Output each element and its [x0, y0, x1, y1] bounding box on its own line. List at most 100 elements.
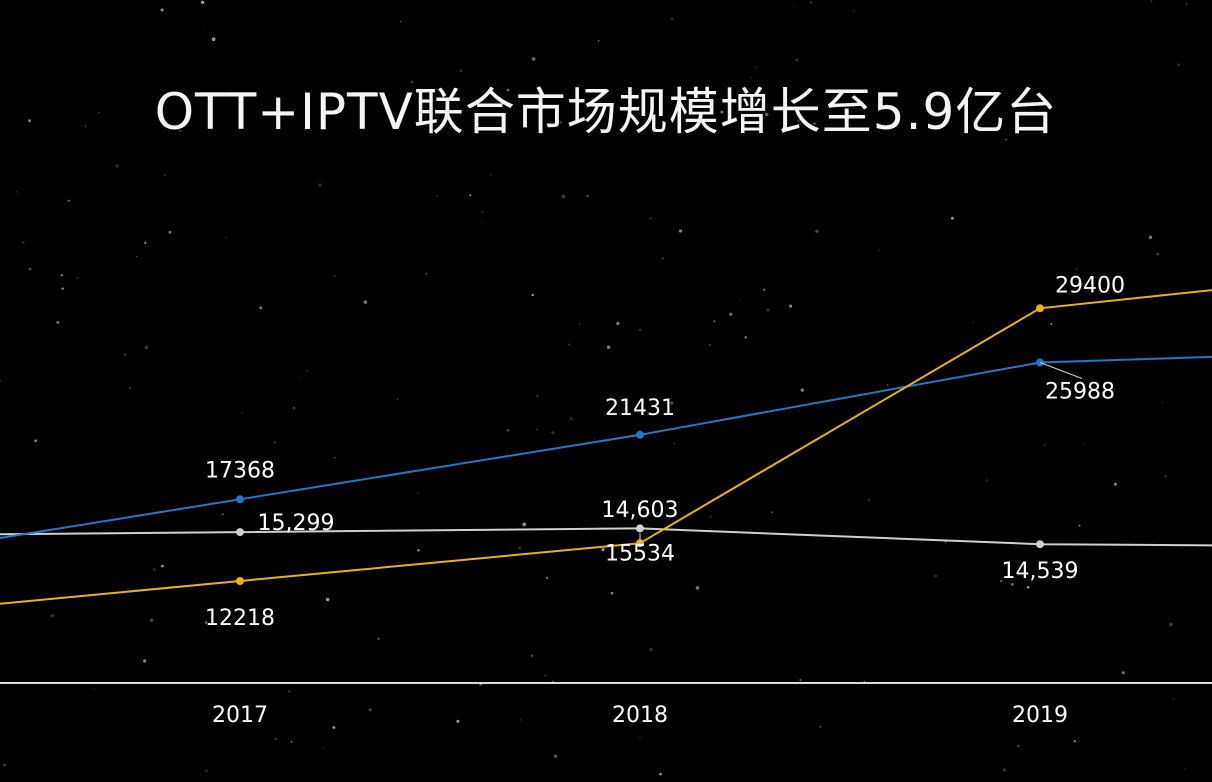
chart-title: OTT+IPTV联合市场规模增长至5.9亿台 — [154, 83, 1058, 141]
star-dot — [750, 77, 752, 79]
star-dot — [720, 110, 724, 114]
star-dot — [853, 10, 855, 13]
star-dot — [144, 241, 147, 244]
star-dot — [878, 249, 880, 251]
data-label: 14,539 — [1002, 559, 1079, 584]
star-dot — [729, 312, 733, 316]
star-dot — [763, 288, 766, 291]
star-dot — [1073, 740, 1076, 743]
star-dot — [506, 428, 510, 432]
star-dot — [363, 300, 368, 304]
star-dot — [950, 216, 954, 220]
star-dot — [1183, 768, 1186, 771]
star-dot — [670, 401, 674, 405]
star-dot — [481, 221, 483, 223]
star-dot — [28, 267, 32, 271]
star-dot — [1083, 443, 1085, 446]
star-dot — [1172, 697, 1175, 700]
star-dot — [203, 28, 206, 30]
star-dot — [531, 293, 534, 297]
star-dot — [410, 80, 414, 84]
star-dot — [597, 39, 600, 42]
x-tick-label: 2018 — [612, 703, 668, 728]
star-dot — [709, 515, 712, 518]
star-dot — [1148, 235, 1153, 240]
star-dot — [225, 237, 227, 239]
star-dot — [400, 20, 402, 23]
star-dot — [273, 440, 277, 444]
star-dot — [241, 411, 244, 414]
star-dot — [306, 370, 308, 372]
star-dot — [1121, 671, 1125, 675]
star-dot — [1017, 744, 1020, 747]
star-dot — [649, 217, 652, 220]
leader-line — [1039, 362, 1083, 379]
star-dot — [56, 320, 60, 324]
star-dot — [396, 398, 398, 400]
data-label: 12218 — [205, 606, 275, 631]
data-label: 15534 — [605, 541, 675, 566]
star-dot — [795, 58, 798, 62]
star-dot — [569, 417, 573, 421]
data-point — [236, 495, 244, 504]
star-dot — [211, 37, 216, 42]
star-dot — [377, 637, 380, 640]
star-dot — [274, 737, 277, 740]
star-dot — [489, 173, 492, 176]
star-dot — [179, 130, 181, 132]
star-dot — [610, 591, 614, 595]
star-dot — [972, 321, 974, 323]
star-dot — [123, 353, 127, 357]
star-dot — [128, 387, 131, 390]
star-dot — [792, 5, 794, 7]
star-dot — [886, 383, 889, 386]
star-dot — [531, 57, 536, 61]
star-dot — [799, 679, 802, 681]
star-dot — [616, 321, 620, 326]
star-dot — [639, 329, 641, 331]
star-dot — [1005, 138, 1008, 141]
star-dot — [334, 457, 336, 459]
star-dot — [1169, 622, 1173, 627]
star-dot — [810, 1, 812, 4]
data-label: 15,299 — [258, 511, 335, 536]
data-point — [636, 539, 644, 548]
star-dot — [934, 574, 938, 578]
star-dot — [456, 719, 460, 723]
star-dot — [957, 106, 959, 108]
star-dot — [459, 69, 463, 72]
star-dot — [76, 277, 79, 279]
star-dot — [205, 769, 208, 772]
data-point — [236, 577, 244, 585]
star-dot — [469, 194, 472, 197]
star-dot — [168, 230, 172, 234]
star-dot — [288, 690, 291, 693]
star-dot — [553, 754, 558, 758]
star-dot — [1176, 63, 1181, 67]
star-dot — [115, 164, 119, 168]
star-dot — [544, 674, 547, 677]
star-dot — [61, 287, 64, 290]
data-label: 25988 — [1045, 380, 1115, 405]
star-dot — [559, 121, 562, 124]
star-dot — [222, 513, 224, 516]
star-dot — [601, 548, 605, 552]
star-dot — [34, 439, 38, 443]
star-dot — [368, 708, 372, 712]
star-dot — [551, 430, 555, 435]
star-dot — [606, 345, 611, 349]
star-dot — [764, 112, 769, 117]
star-dot — [135, 255, 138, 258]
star-dot — [522, 522, 527, 527]
data-label: 21431 — [605, 396, 675, 421]
star-dot — [299, 377, 302, 379]
star-dot — [536, 395, 538, 397]
star-dot — [204, 621, 208, 624]
star-dot — [713, 320, 716, 323]
star-dot — [163, 173, 166, 177]
data-label: 14,603 — [602, 498, 679, 523]
data-label: 17368 — [205, 458, 275, 483]
star-dot — [15, 191, 17, 193]
star-dot — [536, 429, 538, 431]
